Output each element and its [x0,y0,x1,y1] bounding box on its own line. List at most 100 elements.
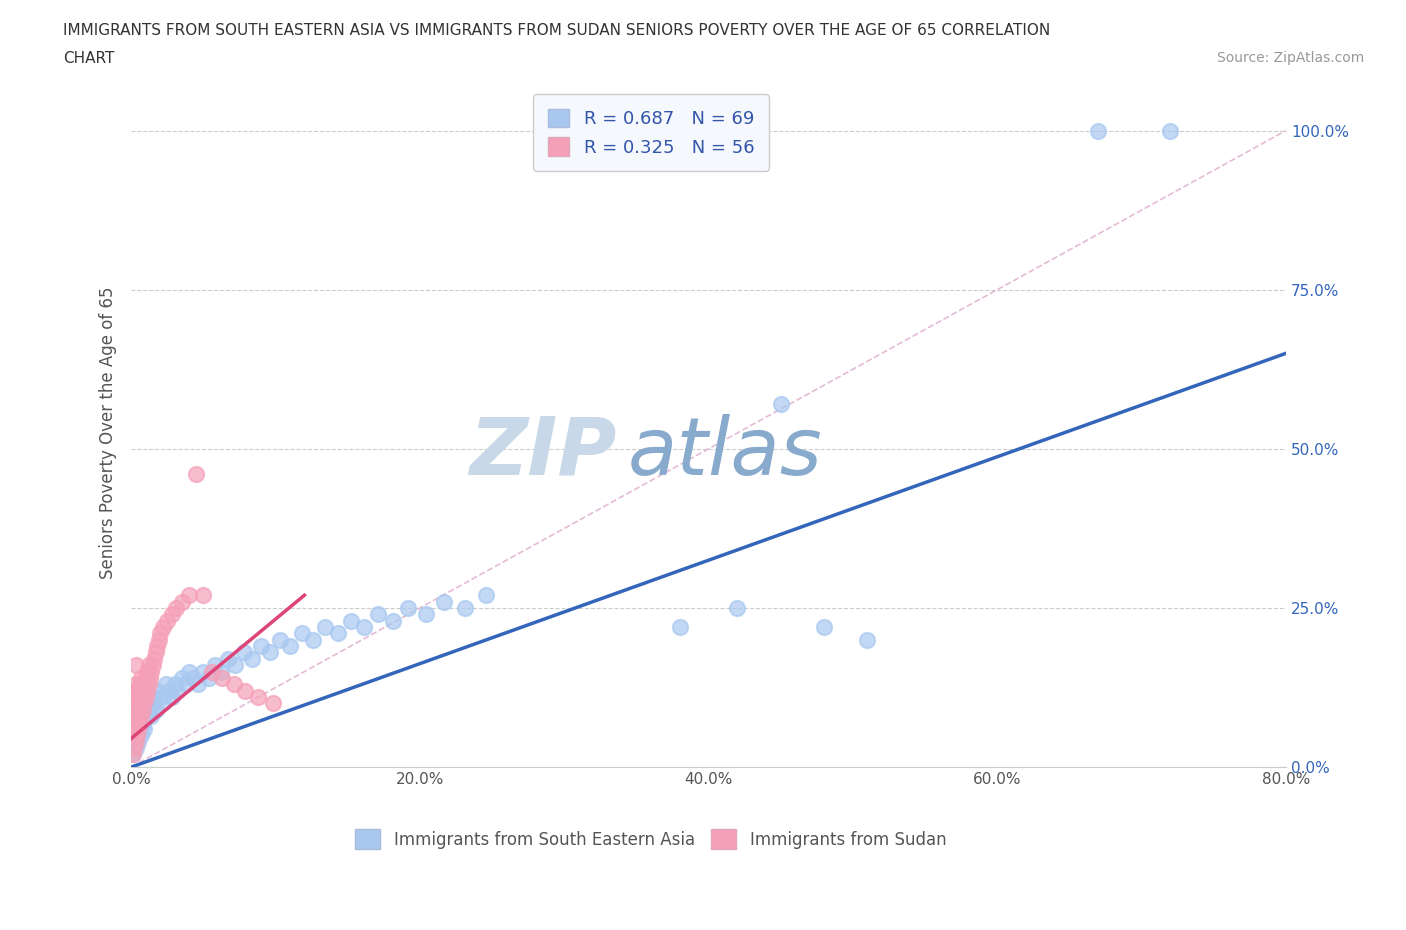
Point [415,607,437,622]
Point [143,696,166,711]
Point [149,690,172,705]
Point [121,709,143,724]
Point [124,722,146,737]
Point [145,702,167,717]
Point [339,613,361,628]
Point [211,671,233,685]
Point [132,702,155,717]
Point [136,709,159,724]
Point [163,677,186,692]
Point [141,709,163,724]
Y-axis label: Seniors Poverty Over the Age of 65: Seniors Poverty Over the Age of 65 [100,286,117,579]
Point [135,702,157,717]
Point [125,709,148,724]
Point [122,740,145,755]
Text: atlas: atlas [627,414,823,492]
Point [250,639,273,654]
Point [242,651,264,666]
Point [155,677,177,692]
Point [209,664,232,679]
Point [142,690,165,705]
Point [139,671,162,685]
Point [193,588,215,603]
Point [475,588,498,603]
Point [127,684,149,698]
Point [247,690,270,705]
Point [146,684,169,698]
Point [177,664,200,679]
Point [146,639,169,654]
Point [122,702,145,717]
Point [125,728,148,743]
Point [269,632,291,647]
Point [138,658,160,672]
Point [174,677,197,692]
Point [138,696,160,711]
Point [134,722,156,737]
Point [132,696,155,711]
Point [232,645,254,660]
Point [131,709,153,724]
Point [769,397,792,412]
Point [177,588,200,603]
Point [131,709,153,724]
Point [186,467,208,482]
Point [131,690,153,705]
Point [314,619,336,634]
Point [136,664,159,679]
Point [121,747,143,762]
Point [1087,123,1109,138]
Point [152,696,174,711]
Point [170,671,193,685]
Point [156,613,179,628]
Point [124,677,146,692]
Point [181,671,204,685]
Point [129,715,152,730]
Text: Source: ZipAtlas.com: Source: ZipAtlas.com [1216,51,1364,65]
Point [152,619,174,634]
Point [193,664,215,679]
Point [121,728,143,743]
Point [367,607,389,622]
Point [166,684,188,698]
Point [668,619,690,634]
Point [135,690,157,705]
Point [121,747,143,762]
Point [262,696,284,711]
Point [131,728,153,743]
Point [396,601,419,616]
Point [259,645,281,660]
Point [433,594,456,609]
Point [187,677,209,692]
Point [131,671,153,685]
Point [124,740,146,755]
Point [129,696,152,711]
Point [204,658,226,672]
Point [160,690,183,705]
Point [233,684,256,698]
Point [813,619,835,634]
Point [134,696,156,711]
Point [127,734,149,749]
Point [139,702,162,717]
Legend: Immigrants from South Eastern Asia, Immigrants from Sudan: Immigrants from South Eastern Asia, Immi… [349,822,953,856]
Point [170,594,193,609]
Point [135,671,157,685]
Point [122,734,145,749]
Point [129,677,152,692]
Point [727,601,749,616]
Point [124,734,146,749]
Point [453,601,475,616]
Point [122,722,145,737]
Point [125,728,148,743]
Point [127,715,149,730]
Point [136,684,159,698]
Point [145,645,167,660]
Point [148,632,170,647]
Point [122,684,145,698]
Point [129,702,152,717]
Point [201,664,224,679]
Point [125,709,148,724]
Point [198,671,221,685]
Point [160,607,183,622]
